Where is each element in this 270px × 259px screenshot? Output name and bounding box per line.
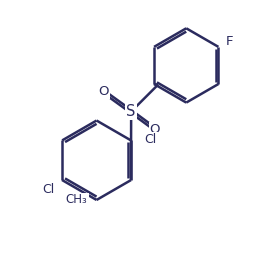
Text: CH₃: CH₃ (66, 193, 87, 206)
Text: O: O (98, 85, 109, 98)
Text: Cl: Cl (144, 133, 157, 146)
Text: F: F (226, 35, 234, 48)
Text: S: S (126, 104, 136, 119)
Text: O: O (150, 123, 160, 136)
Text: Cl: Cl (42, 183, 55, 196)
